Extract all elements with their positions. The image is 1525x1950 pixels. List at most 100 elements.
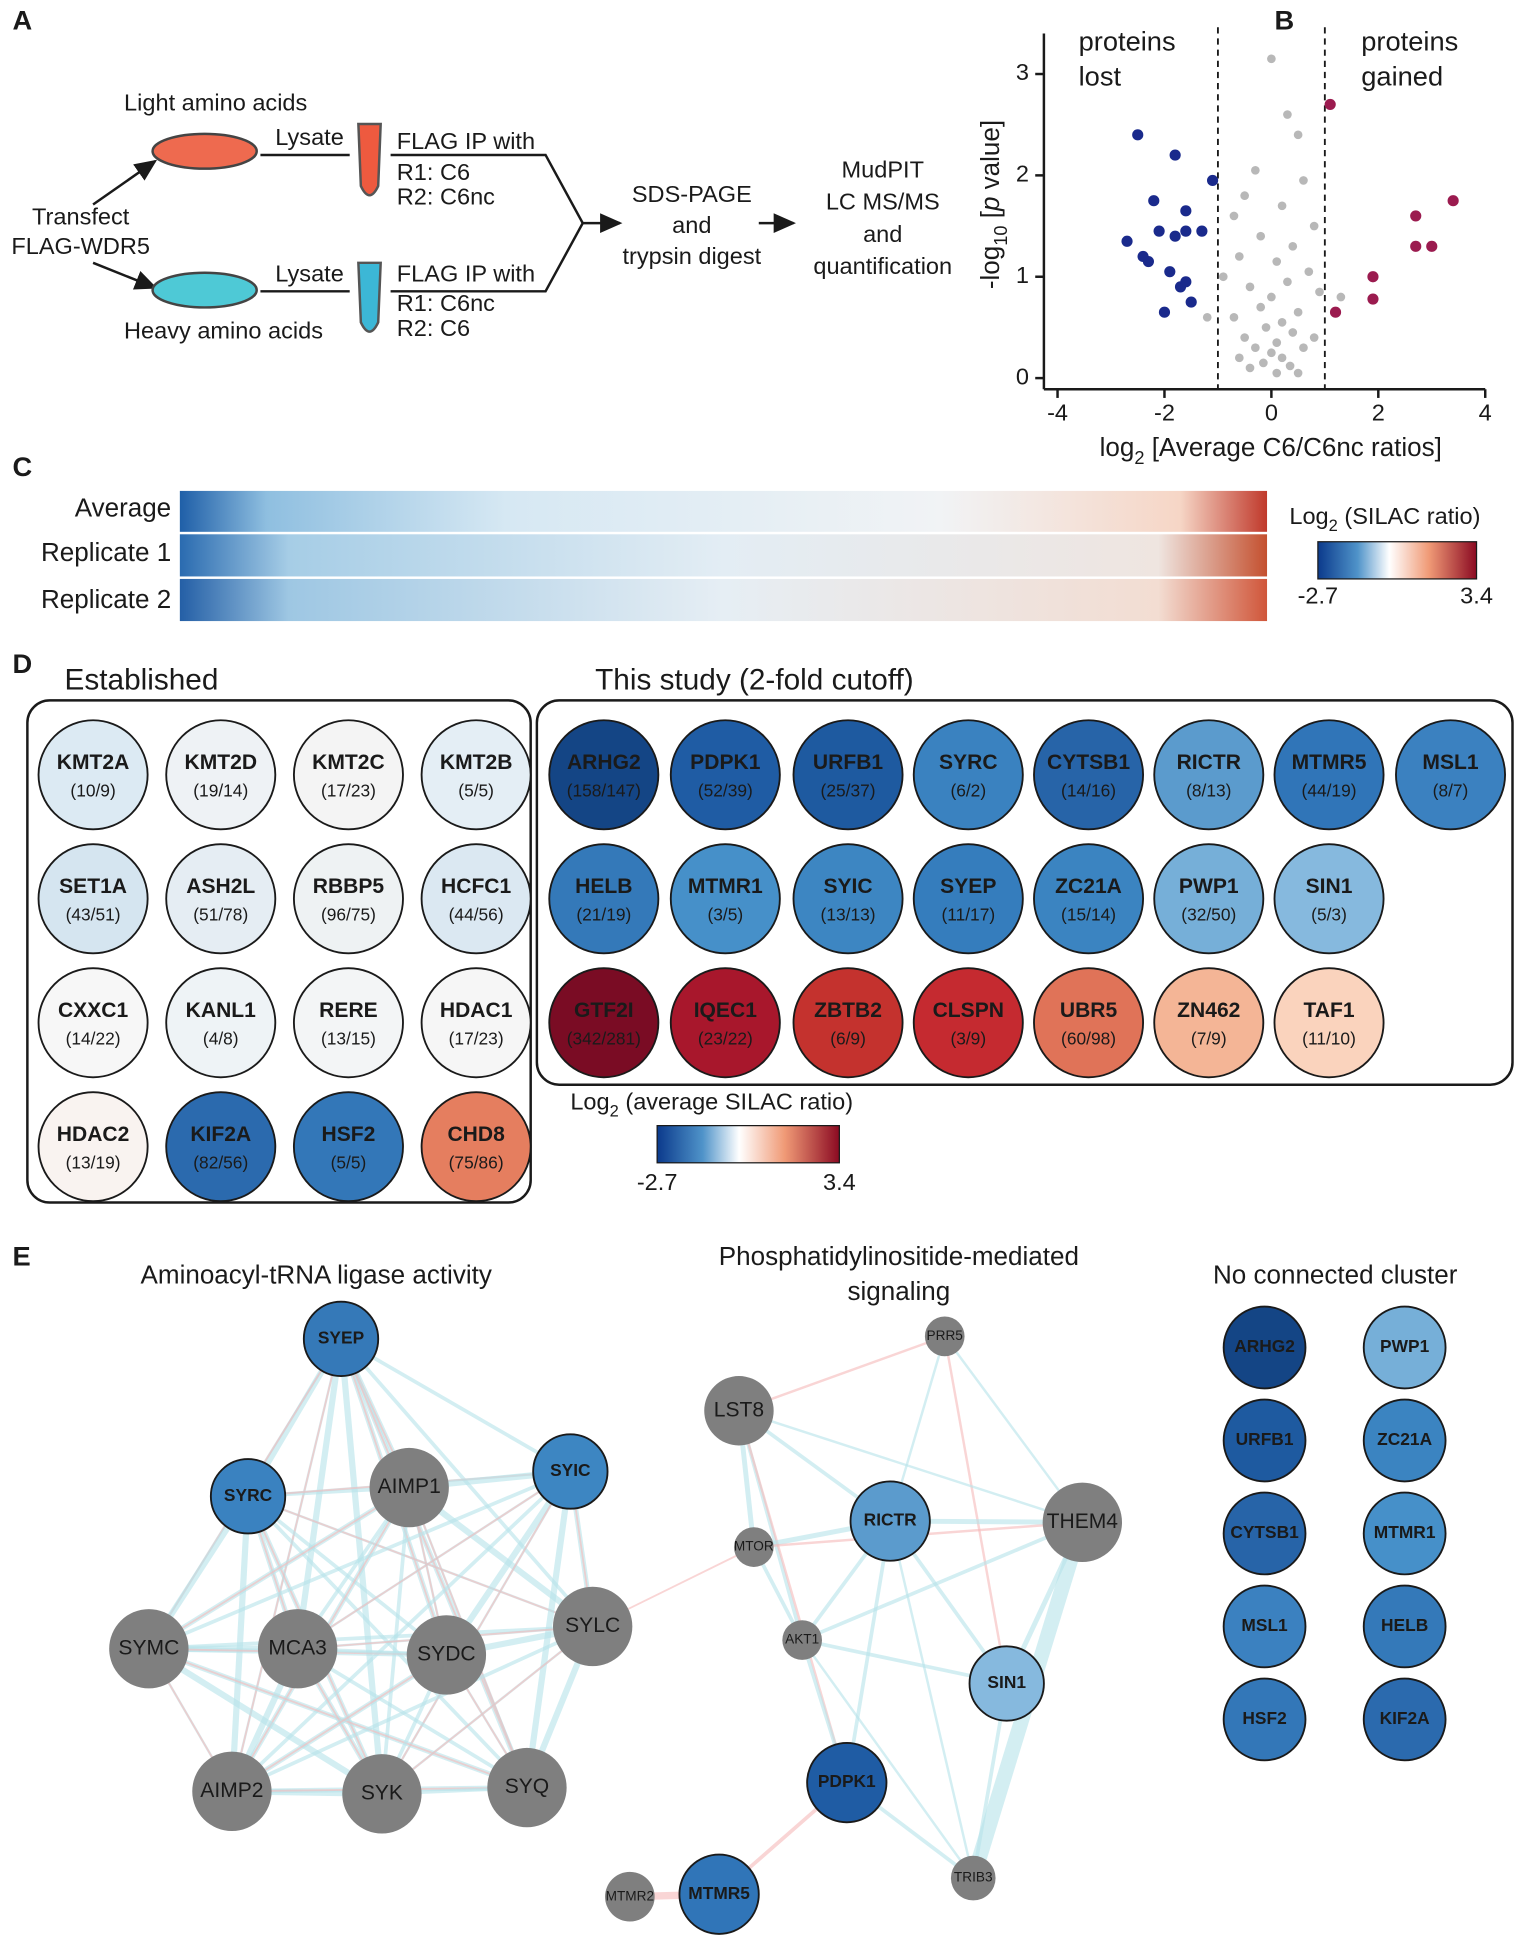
label: FLAG IP with bbox=[397, 260, 535, 286]
node-circle bbox=[1273, 719, 1385, 831]
edge bbox=[247, 1495, 593, 1628]
point bbox=[1256, 231, 1266, 241]
node-circle bbox=[912, 719, 1024, 831]
network-node bbox=[369, 1447, 449, 1528]
node-label: GTF2I bbox=[574, 999, 634, 1022]
tube bbox=[357, 122, 382, 197]
node-counts: (4/8) bbox=[203, 1029, 239, 1049]
colorbar-tick-label: 3.4 bbox=[1460, 583, 1493, 609]
node-label: MTMR5 bbox=[1292, 751, 1367, 774]
node-label: HELB bbox=[575, 875, 632, 898]
annotation: gained bbox=[1361, 60, 1443, 91]
node-counts: (52/39) bbox=[698, 781, 753, 801]
network-node-label: PWP1 bbox=[1380, 1336, 1430, 1356]
point bbox=[1121, 235, 1133, 247]
network-node bbox=[1222, 1398, 1307, 1483]
point bbox=[1336, 292, 1346, 302]
node-circle bbox=[420, 1091, 532, 1203]
node-counts: (6/2) bbox=[950, 781, 986, 801]
node-circle bbox=[1395, 719, 1506, 831]
tube bbox=[357, 261, 382, 333]
node-counts: (13/19) bbox=[66, 1153, 121, 1173]
colorbar-tick-label: -2.7 bbox=[637, 1169, 678, 1195]
node-label: SIN1 bbox=[1306, 875, 1353, 898]
node-circle bbox=[1033, 843, 1145, 955]
network-node-label: SYLC bbox=[565, 1614, 620, 1637]
network-node-label: LST8 bbox=[714, 1398, 764, 1421]
point bbox=[1324, 98, 1336, 111]
panel-label: C bbox=[13, 451, 33, 482]
node-label: HDAC1 bbox=[440, 999, 513, 1022]
point bbox=[1158, 306, 1171, 318]
network-node bbox=[1222, 1584, 1307, 1669]
label: LC MS/MS bbox=[826, 189, 940, 215]
node-label: KMT2A bbox=[57, 751, 130, 774]
point bbox=[1367, 271, 1379, 283]
network-node-label: ARHG2 bbox=[1234, 1336, 1295, 1356]
x-tick-label: -4 bbox=[1047, 399, 1068, 425]
node-counts: (13/15) bbox=[321, 1029, 376, 1049]
network-node-label: HELB bbox=[1381, 1615, 1428, 1635]
label: and bbox=[672, 212, 711, 238]
network-node-label: URFB1 bbox=[1236, 1429, 1294, 1449]
network-node bbox=[678, 1853, 760, 1935]
x-tick-label: 4 bbox=[1479, 399, 1492, 425]
node-counts: (23/22) bbox=[698, 1029, 753, 1049]
node-counts: (13/13) bbox=[821, 905, 876, 925]
node: ZC21A (15/14) bbox=[1033, 843, 1145, 955]
point bbox=[1153, 225, 1165, 237]
node-label: KMT2B bbox=[440, 751, 513, 774]
node-circle bbox=[912, 967, 1024, 1079]
node-counts: (3/5) bbox=[707, 905, 743, 925]
point bbox=[1245, 363, 1255, 373]
node-label: SYRC bbox=[939, 751, 998, 774]
node: MTMR5 (44/19) bbox=[1273, 719, 1385, 831]
network-node bbox=[968, 1645, 1045, 1722]
point bbox=[1180, 225, 1192, 237]
node-label: SYEP bbox=[940, 875, 996, 898]
edge bbox=[737, 1410, 804, 1641]
node-counts: (96/75) bbox=[321, 905, 376, 925]
x-tick-label: 2 bbox=[1372, 399, 1385, 425]
node: SYIC (13/13) bbox=[792, 843, 904, 955]
point bbox=[1309, 333, 1319, 342]
node-circle bbox=[669, 843, 781, 955]
label: R2: C6nc bbox=[397, 184, 495, 210]
heatmap-row bbox=[179, 534, 1268, 577]
node-label: PWP1 bbox=[1179, 875, 1239, 898]
dish-light bbox=[151, 132, 258, 170]
node-label: MSL1 bbox=[1422, 751, 1478, 774]
edge bbox=[737, 1410, 848, 1783]
network-node bbox=[924, 1316, 965, 1357]
node-label: TAF1 bbox=[1303, 999, 1354, 1022]
node-counts: (7/9) bbox=[1191, 1029, 1227, 1049]
label: and bbox=[863, 221, 902, 247]
point bbox=[1261, 323, 1271, 332]
point bbox=[1229, 312, 1239, 322]
point bbox=[1304, 267, 1314, 277]
network-node-label: PRR5 bbox=[927, 1328, 963, 1343]
network-node bbox=[1362, 1584, 1447, 1669]
y-tick-label: 1 bbox=[1016, 262, 1029, 288]
edge bbox=[340, 1338, 528, 1788]
network-node bbox=[1222, 1677, 1307, 1762]
network-node-label: THEM4 bbox=[1047, 1510, 1119, 1533]
node: GTF2I (342/281) bbox=[548, 967, 660, 1079]
node-counts: (14/22) bbox=[66, 1029, 121, 1049]
edge bbox=[888, 1520, 975, 1879]
point bbox=[1410, 210, 1422, 222]
node-counts: (44/19) bbox=[1302, 781, 1357, 801]
point bbox=[1447, 195, 1459, 207]
node-label: KMT2D bbox=[184, 751, 257, 774]
node: SIN1 (5/3) bbox=[1273, 843, 1385, 955]
edge bbox=[381, 1625, 594, 1795]
row-label: Replicate 1 bbox=[41, 537, 171, 567]
node-counts: (21/19) bbox=[576, 905, 631, 925]
node-circle bbox=[292, 1091, 404, 1203]
point bbox=[1137, 250, 1149, 263]
node-label: ZN462 bbox=[1177, 999, 1240, 1022]
label: trypsin digest bbox=[622, 243, 761, 269]
label: quantification bbox=[813, 253, 952, 279]
network-node bbox=[782, 1620, 823, 1660]
node-counts: (15/14) bbox=[1061, 905, 1116, 925]
